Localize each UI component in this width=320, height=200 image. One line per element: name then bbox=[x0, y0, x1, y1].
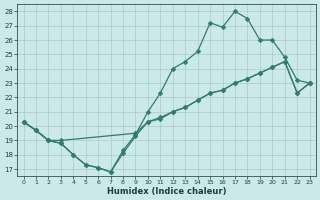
X-axis label: Humidex (Indice chaleur): Humidex (Indice chaleur) bbox=[107, 187, 226, 196]
